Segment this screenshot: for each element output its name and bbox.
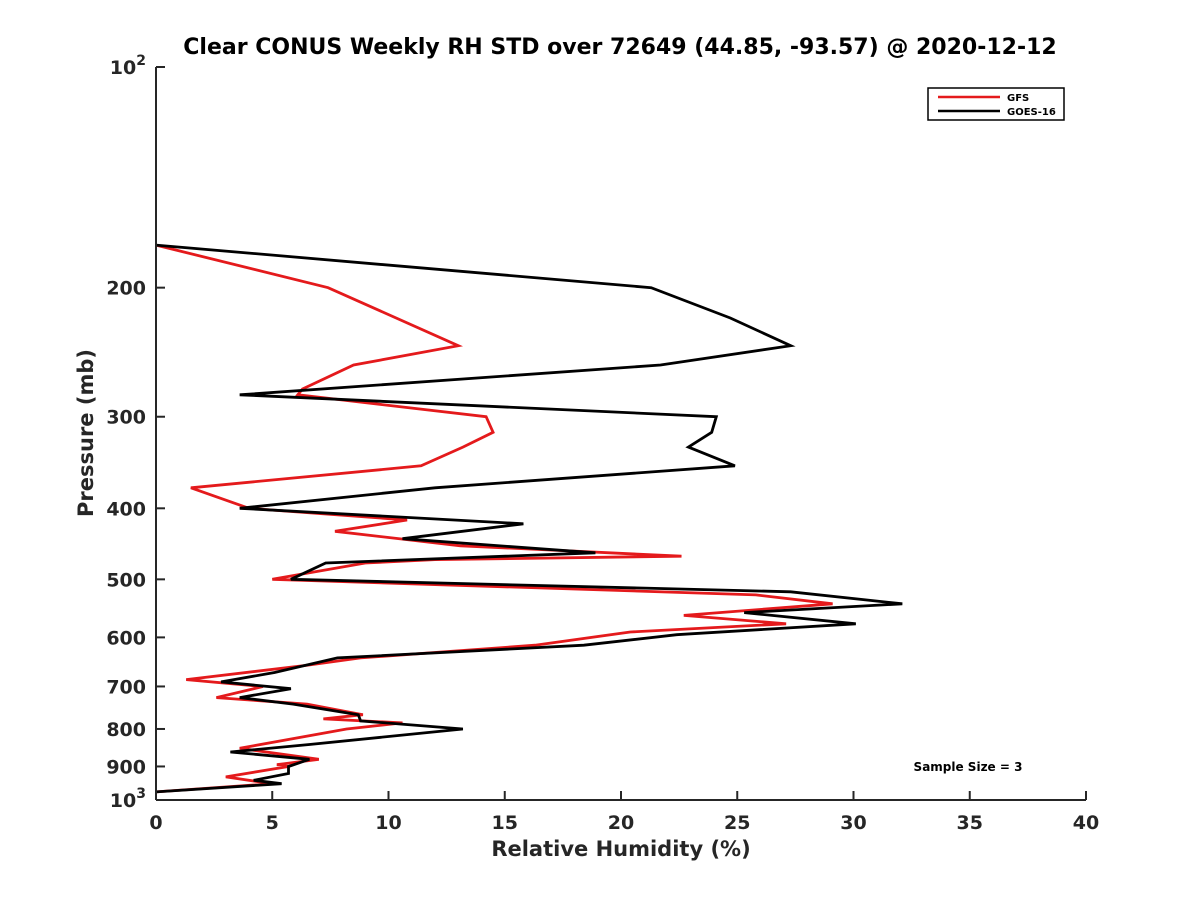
x-tick-label: 10 [375,812,401,834]
x-tick-label: 35 [957,812,983,834]
y-tick-label: 600 [106,627,146,649]
legend-label-goes: GOES-16 [1007,107,1056,118]
series-line-goes-16 [155,243,903,794]
chart-title: Clear CONUS Weekly RH STD over 72649 (44… [183,35,1056,60]
legend-label-gfs: GFS [1007,93,1029,104]
axes-layer [155,67,1086,801]
x-tick-label: 5 [266,812,279,834]
y-tick-label: 400 [106,498,146,520]
y-tick-label: 102 [110,53,146,79]
x-tick-label: 30 [840,812,866,834]
x-ticks: 0 5 10 15 20 25 30 35 40 [149,791,1099,834]
y-tick-label: 700 [106,676,146,698]
x-tick-label: 40 [1073,812,1099,834]
x-tick-label: 20 [608,812,634,834]
x-tick-label: 25 [724,812,750,834]
y-tick-label: 300 [106,407,146,429]
y-ticks: 102 200 300 400 500 600 700 800 900 103 [106,53,165,812]
x-tick-label: 0 [149,812,162,834]
x-tick-label: 15 [492,812,518,834]
x-axis-label: Relative Humidity (%) [491,837,750,861]
legend-box [927,87,1065,121]
legend: GFS GOES-16 [927,87,1065,121]
y-axis-label: Pressure (mb) [74,349,98,517]
y-tick-label: 800 [106,719,146,741]
series-line-gfs [155,243,833,794]
sample-size-annotation: Sample Size = 3 [914,760,1023,774]
y-tick-label: 500 [106,569,146,591]
series-layer [155,243,903,794]
y-tick-label: 200 [106,278,146,300]
y-tick-label: 103 [110,786,146,812]
y-tick-label: 900 [106,756,146,778]
